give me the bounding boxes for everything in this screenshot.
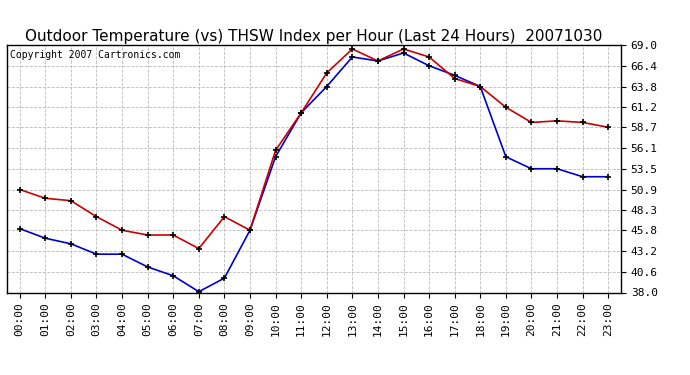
- Title: Outdoor Temperature (vs) THSW Index per Hour (Last 24 Hours)  20071030: Outdoor Temperature (vs) THSW Index per …: [26, 29, 602, 44]
- Text: Copyright 2007 Cartronics.com: Copyright 2007 Cartronics.com: [10, 50, 180, 60]
